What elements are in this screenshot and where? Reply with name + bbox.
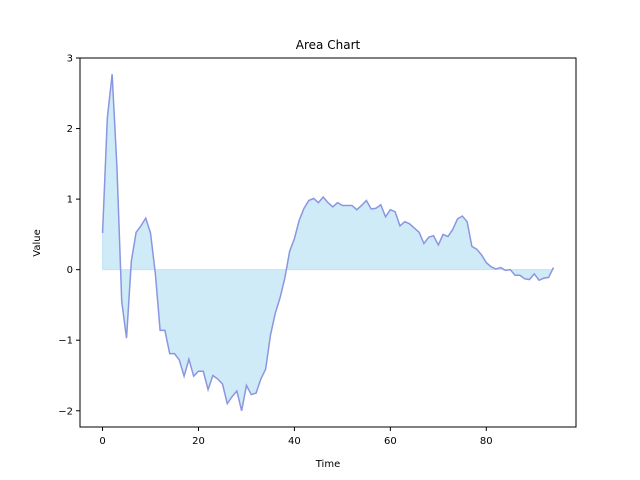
y-tick-label: 3 xyxy=(67,54,73,65)
x-axis-label: Time xyxy=(315,459,340,470)
chart-title: Area Chart xyxy=(296,38,361,52)
x-tick-label: 20 xyxy=(192,436,205,447)
x-axis-ticks: 0 20 40 60 80 xyxy=(99,427,493,447)
x-tick-label: 60 xyxy=(384,436,397,447)
y-tick-label: −1 xyxy=(58,336,73,347)
y-tick-label: 0 xyxy=(67,265,73,276)
y-axis-label: Value xyxy=(32,229,43,256)
axes-frame xyxy=(79,57,577,428)
plot-area xyxy=(101,74,555,411)
y-axis-ticks: −2 −1 0 1 2 3 xyxy=(58,54,80,417)
x-tick-label: 80 xyxy=(480,436,493,447)
y-tick-label: −2 xyxy=(58,406,73,417)
x-tick-label: 0 xyxy=(99,436,105,447)
x-tick-label: 40 xyxy=(288,436,301,447)
y-tick-label: 1 xyxy=(67,195,73,206)
y-tick-label: 2 xyxy=(67,124,73,135)
series-line xyxy=(101,74,555,411)
